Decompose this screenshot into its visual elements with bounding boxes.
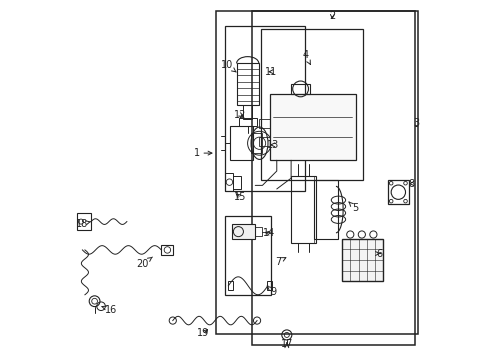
- Bar: [225, 173, 233, 192]
- Bar: [258, 137, 269, 146]
- Text: 15: 15: [234, 192, 246, 202]
- Bar: [230, 126, 252, 160]
- Bar: [236, 63, 258, 105]
- Text: 20: 20: [136, 257, 152, 269]
- Text: 9: 9: [266, 286, 276, 297]
- Text: 10: 10: [221, 60, 236, 72]
- Bar: [341, 239, 383, 281]
- Text: 4: 4: [302, 50, 310, 64]
- Bar: [233, 176, 241, 189]
- Text: 19: 19: [197, 328, 209, 338]
- Text: 11: 11: [264, 67, 277, 77]
- Bar: [251, 12, 414, 345]
- Bar: [243, 105, 252, 119]
- Text: 18: 18: [76, 219, 90, 229]
- Bar: [250, 133, 262, 153]
- Bar: [266, 282, 272, 290]
- Text: 16: 16: [102, 305, 117, 315]
- Text: 13: 13: [266, 140, 279, 150]
- Bar: [314, 180, 337, 239]
- Text: 17: 17: [280, 339, 292, 349]
- Text: 8: 8: [407, 179, 413, 189]
- Bar: [258, 119, 269, 128]
- Text: 12: 12: [234, 110, 246, 120]
- Bar: [290, 176, 315, 243]
- Bar: [224, 216, 271, 295]
- Bar: [215, 12, 418, 334]
- Bar: [387, 180, 408, 204]
- Bar: [77, 213, 91, 230]
- Bar: [260, 30, 362, 180]
- Bar: [227, 282, 233, 290]
- Text: 2: 2: [328, 11, 335, 21]
- Bar: [161, 244, 173, 255]
- Bar: [255, 227, 262, 236]
- Bar: [224, 26, 305, 191]
- Text: 3: 3: [412, 118, 418, 128]
- Bar: [269, 94, 355, 160]
- Text: 7: 7: [274, 257, 285, 267]
- Text: 14: 14: [262, 228, 274, 238]
- Bar: [231, 224, 255, 239]
- Bar: [238, 118, 256, 126]
- Text: 1: 1: [193, 148, 211, 158]
- Text: 5: 5: [348, 202, 357, 213]
- Bar: [290, 84, 309, 94]
- Text: 6: 6: [375, 248, 381, 258]
